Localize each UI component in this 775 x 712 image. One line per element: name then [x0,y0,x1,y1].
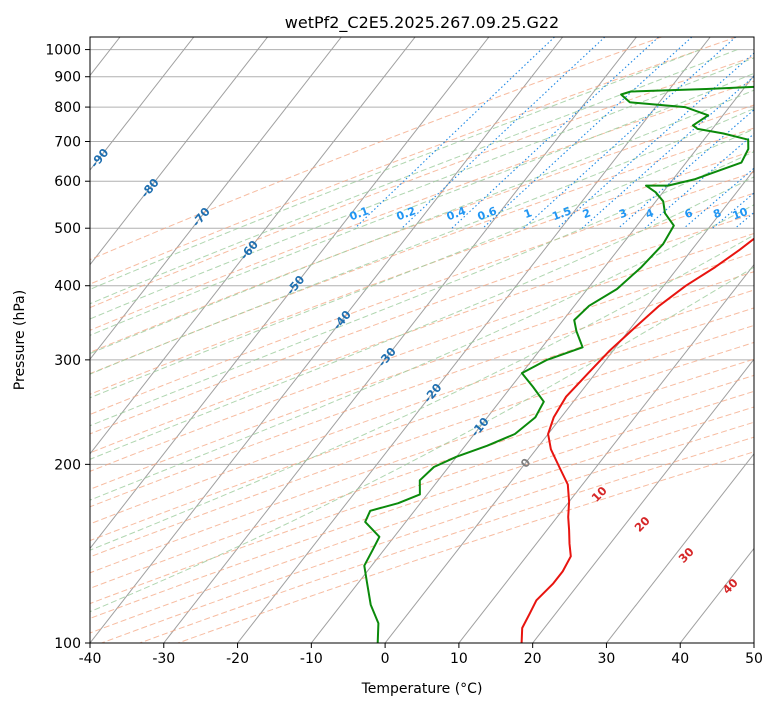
temperature-profile-line [522,55,775,643]
y-tick-label: 300 [54,353,81,369]
mixing-ratio-label: 3 [617,206,629,221]
y-tick-label: 200 [54,457,81,473]
y-tick-label: 700 [54,134,81,150]
mixing-ratio-line [355,37,555,228]
mixing-ratio-line [452,37,659,228]
dry-adiabat-label: 20 [632,514,653,535]
isotherm-line [680,37,775,643]
isotherm-label: -90 [87,146,111,171]
isotherm-line [754,37,775,643]
x-tick-label: 50 [745,651,763,667]
y-tick-label: 900 [54,70,81,86]
mixing-ratio-label: 0.6 [476,204,499,223]
mixing-ratio-label: 10 [731,205,750,223]
x-tick-label: 20 [524,651,542,667]
mixing-ratio-label: 2 [581,206,593,221]
dry-adiabat-label: 10 [589,484,610,505]
dry-adiabat-line [102,37,775,643]
isotherm-label: -80 [138,176,162,201]
isotherm-label: 0 [518,455,534,470]
y-tick-label: 400 [54,279,81,295]
chart-title: wetPf2_C2E5.2025.267.09.25.G22 [285,13,559,33]
isotherm-line [90,37,563,643]
isotherm-line [0,37,341,643]
dry-adiabat-line [0,37,737,643]
isotherm-line [164,37,637,643]
mixing-ratio-label: 0.2 [395,204,418,223]
x-tick-label: 10 [450,651,468,667]
y-axis-label: Pressure (hPa) [12,290,28,390]
x-tick-label: 40 [671,651,689,667]
x-tick-label: -10 [300,651,323,667]
isotherm-line [0,37,268,643]
x-tick-label: -20 [226,651,249,667]
mixing-ratio-label: 8 [712,206,724,221]
isotherm-label: -30 [375,345,399,370]
dry-adiabat-line [63,37,775,643]
mixing-ratio-label: 1.5 [550,204,573,223]
isotherm-label: -20 [421,381,445,406]
dry-adiabat-label: 30 [676,545,697,566]
y-tick-label: 600 [54,174,81,190]
isotherm-line [16,37,489,643]
mixing-ratio-label: 4 [644,206,656,221]
mixing-ratio-label: 13 [758,205,775,222]
y-tick-label: 500 [54,221,81,237]
isotherm-line [238,37,711,643]
x-tick-label: -40 [79,651,102,667]
plot-frame [90,37,754,643]
mixing-ratio-label: 1 [522,206,534,221]
isotherm-line [0,37,194,643]
isotherm-line [311,37,775,643]
moist-adiabat-line [0,50,737,643]
dry-adiabat-line [0,37,662,643]
mixing-ratio-line [618,37,775,228]
mixing-ratio-line [763,37,775,228]
mixing-ratio-line [402,37,605,228]
y-tick-label: 100 [54,636,81,652]
x-tick-label: 0 [381,651,390,667]
mixing-ratio-line [684,37,775,228]
x-axis-label: Temperature (°C) [361,681,483,697]
isotherm-line [0,37,415,643]
isotherm-label: -50 [283,273,307,298]
dry-adiabat-label: 40 [720,576,741,597]
x-tick-label: -30 [152,651,175,667]
isotherm-label: -70 [189,205,213,230]
y-tick-label: 800 [54,100,81,116]
x-tick-label: 30 [598,651,616,667]
isotherm-label: -60 [237,238,261,263]
y-tick-label: 1000 [45,43,81,59]
dry-adiabat-line [0,37,775,643]
